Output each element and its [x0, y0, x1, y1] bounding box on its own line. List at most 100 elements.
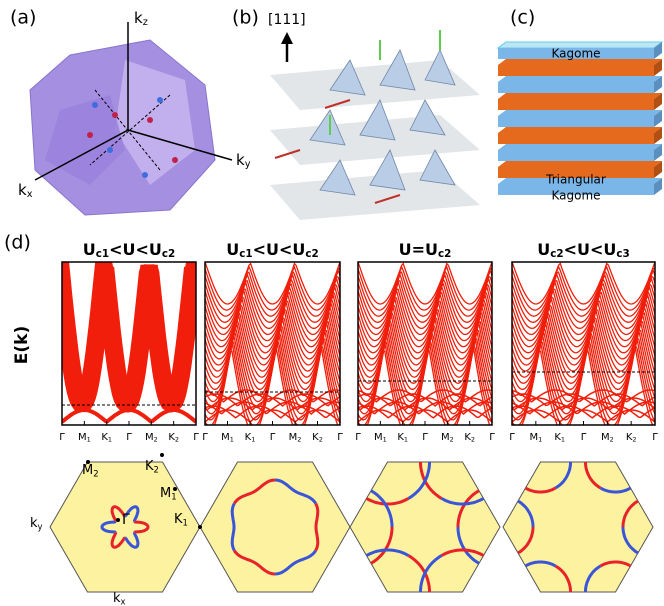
- x-tick-label: Γ: [355, 432, 361, 443]
- layer-top: [498, 144, 662, 150]
- x-tick-label-part: Γ: [581, 432, 587, 443]
- band: [205, 272, 340, 323]
- band: [205, 401, 340, 415]
- x-tick-label-part: Γ: [193, 432, 199, 443]
- fermi-arc: [407, 462, 431, 500]
- bands: [205, 262, 340, 425]
- layer: [498, 150, 654, 161]
- layer-side: [654, 144, 662, 161]
- x-tick-label: M2: [145, 432, 158, 444]
- axis-label-part: z: [143, 17, 148, 28]
- band: [358, 409, 492, 423]
- x-tick-label-part: M: [221, 432, 230, 443]
- band: [358, 305, 492, 372]
- k-point: [86, 460, 90, 464]
- band: [512, 279, 655, 336]
- fermi-arc: [124, 505, 140, 522]
- k-label-part: 2: [93, 468, 98, 478]
- axis-label-part: k: [134, 9, 143, 27]
- layer: [498, 116, 654, 127]
- band: [512, 276, 655, 330]
- band: [512, 296, 655, 360]
- fermi-arc: [314, 502, 320, 552]
- axis-label-part: y: [38, 521, 43, 531]
- k-point: [173, 487, 177, 491]
- band: [358, 279, 492, 336]
- layer: [498, 99, 654, 110]
- bands: [62, 262, 196, 424]
- fermi-surface: [360, 462, 490, 592]
- x-tick-label-part: Γ: [489, 432, 495, 443]
- band: [358, 296, 492, 360]
- x-tick-label-part: 1: [251, 436, 255, 444]
- x-tick-label: Γ: [652, 432, 658, 443]
- band: [205, 264, 340, 311]
- panel-title-part: c3: [616, 248, 629, 260]
- x-tick-label: Γ: [126, 432, 132, 443]
- panel-label: (c): [510, 7, 535, 29]
- axis-label-part: y: [245, 159, 251, 170]
- k-label-part: M: [82, 463, 93, 478]
- band: [205, 262, 340, 305]
- x-tick-label-part: M: [78, 432, 87, 443]
- fermi-arc: [233, 549, 276, 576]
- k-label: M2: [82, 463, 99, 478]
- x-tick-label-part: 1: [383, 436, 387, 444]
- fermi-arc: [364, 486, 394, 527]
- layer-top: [498, 59, 662, 65]
- axis-label-part: k: [18, 181, 27, 199]
- band: [512, 310, 655, 378]
- x-tick-label: K1: [245, 432, 256, 444]
- layer: [498, 48, 654, 59]
- brillouin-hexagon: [199, 461, 351, 593]
- x-tick-label-part: K: [397, 432, 404, 443]
- band: [205, 268, 340, 317]
- x-tick-label-part: Γ: [422, 432, 428, 443]
- x-tick-label-part: 1: [538, 436, 542, 444]
- fermi-arc: [440, 493, 490, 506]
- x-tick-label-part: K: [464, 432, 471, 443]
- band: [512, 409, 655, 423]
- x-tick-label-part: K: [245, 432, 252, 443]
- band: [358, 291, 492, 354]
- brillouin-hexagon: [502, 461, 654, 593]
- fermi-arc: [110, 532, 126, 549]
- x-tick-label-part: 2: [610, 436, 614, 444]
- band: [358, 272, 492, 323]
- layer-side: [654, 127, 662, 144]
- band: [205, 304, 340, 372]
- band: [512, 272, 655, 323]
- brillouin-hexagon: [349, 461, 501, 593]
- layer-label: Kagome: [551, 189, 600, 203]
- x-tick-label: Γ: [489, 432, 495, 443]
- panel-title-part: <U<U: [109, 240, 162, 259]
- axis-label-part: x: [27, 189, 33, 200]
- layer-side: [654, 59, 662, 76]
- x-tick-label-part: K: [168, 432, 175, 443]
- x-tick-label: K2: [312, 432, 323, 444]
- layer-side: [654, 178, 662, 195]
- x-tick-label: Γ: [202, 432, 208, 443]
- fermi-arc: [440, 548, 490, 561]
- x-tick-label: Γ: [270, 432, 276, 443]
- x-tick-label: K1: [554, 432, 565, 444]
- x-tick-label-part: 1: [230, 436, 234, 444]
- band: [358, 264, 492, 311]
- axis-label-part: k: [30, 516, 38, 531]
- axis-label-part: k: [236, 151, 245, 169]
- layer-side: [654, 161, 662, 178]
- fermi-arc: [110, 505, 126, 522]
- axis-label-part: k: [113, 591, 121, 606]
- x-tick-label-part: K: [101, 432, 108, 443]
- fermi-arc: [100, 520, 117, 534]
- panel-title-part: U: [226, 240, 239, 259]
- layer-side: [654, 42, 662, 59]
- band: [205, 301, 340, 366]
- brillouin-zone: [29, 22, 233, 216]
- band: [358, 268, 492, 317]
- band: [512, 262, 655, 305]
- band: [205, 291, 340, 354]
- x-tick-label: M1: [221, 432, 234, 444]
- panel-title-part: c1: [239, 248, 252, 260]
